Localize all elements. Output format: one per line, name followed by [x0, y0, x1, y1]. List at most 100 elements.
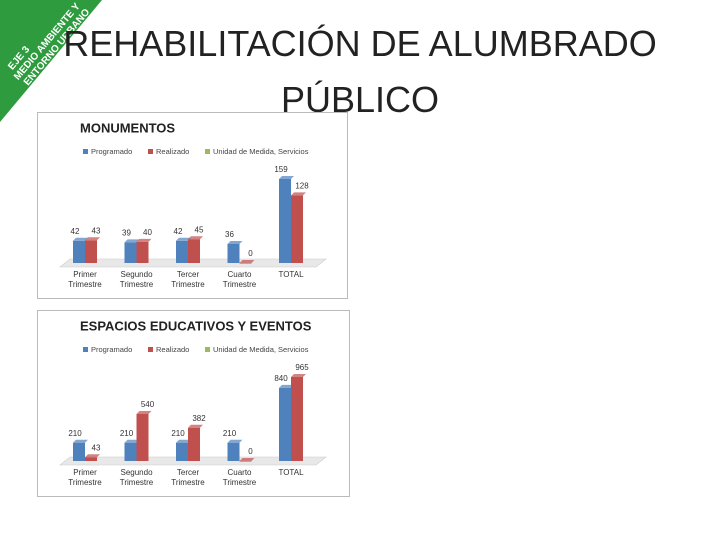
bar — [279, 384, 294, 461]
data-label: 39 — [122, 229, 131, 238]
x-tick-label: Primer Trimestre — [68, 270, 102, 289]
bar-top — [291, 192, 306, 196]
bar-top — [291, 374, 306, 377]
data-label: 382 — [192, 414, 206, 423]
bar-top — [239, 260, 255, 263]
bar-face — [176, 240, 188, 263]
bar-face — [227, 243, 240, 263]
bar — [279, 176, 294, 263]
bar-top — [73, 439, 88, 443]
legend-swatch — [83, 149, 88, 154]
data-label: 210 — [223, 429, 237, 438]
data-label: 0 — [248, 447, 253, 456]
bar-face — [136, 413, 149, 461]
bar — [227, 240, 243, 263]
legend-swatch — [148, 347, 153, 352]
bar-top — [73, 237, 88, 241]
chart-title: ESPACIOS EDUCATIVOS Y EVENTOS — [80, 318, 312, 333]
chart-title: MONUMENTOS — [80, 120, 175, 135]
legend-label: Realizado — [156, 345, 189, 354]
bar-top — [239, 458, 255, 461]
bar — [188, 236, 203, 263]
bar-face — [124, 242, 137, 263]
bar — [136, 410, 152, 461]
bar-face — [73, 442, 85, 461]
bar — [291, 374, 306, 461]
data-label: 210 — [120, 429, 134, 438]
data-label: 42 — [71, 227, 80, 236]
bar — [188, 424, 203, 461]
bar-top — [188, 236, 203, 240]
legend-label: Unidad de Medida, Servicios — [213, 147, 309, 156]
bar — [85, 454, 100, 461]
bar-top — [176, 439, 191, 443]
bar-top — [85, 454, 100, 458]
bar-face — [188, 427, 200, 461]
bar-face — [279, 179, 291, 263]
legend-label: Programado — [91, 147, 132, 156]
bar — [291, 192, 306, 263]
legend-swatch — [148, 149, 153, 154]
x-tick-label: Segundo Trimestre — [119, 468, 154, 487]
x-tick-label: Cuarto Trimestre — [222, 468, 257, 487]
bar-face — [291, 377, 303, 461]
data-label: 40 — [143, 228, 152, 237]
data-label: 45 — [195, 225, 204, 234]
bar-top — [136, 410, 152, 414]
bar — [239, 458, 255, 462]
legend-label: Unidad de Medida, Servicios — [213, 345, 309, 354]
data-label: 965 — [295, 363, 309, 372]
legend-label: Realizado — [156, 147, 189, 156]
bar-face — [85, 457, 97, 461]
x-tick-label: Tercer Trimestre — [171, 270, 205, 289]
bar-top — [279, 176, 294, 179]
legend-swatch — [205, 149, 210, 154]
data-label: 43 — [92, 226, 101, 235]
bar-top — [124, 239, 140, 243]
bar — [176, 237, 191, 263]
bar — [124, 239, 140, 263]
bar-top — [136, 238, 152, 242]
data-label: 210 — [171, 429, 185, 438]
bar — [176, 439, 191, 461]
chart-svg: MONUMENTOS Programado Realizado Unidad de M… — [59, 120, 327, 268]
data-label: 43 — [92, 443, 101, 452]
chart: MONUMENTOS Programado Realizado Unidad de M… — [37, 112, 348, 299]
bar — [136, 238, 152, 263]
data-label: 42 — [174, 227, 183, 236]
slide-title: REHABILITACIÓN DE ALUMBRADO PÚBLICO — [63, 23, 657, 120]
bar-face — [85, 240, 97, 263]
bar-top — [227, 439, 243, 443]
data-label: 540 — [141, 400, 155, 409]
x-tick-label: TOTAL — [278, 270, 304, 279]
bar-top — [279, 384, 294, 388]
bar-top — [176, 237, 191, 241]
legend-label: Programado — [91, 345, 132, 354]
bar-face — [124, 442, 137, 461]
bar — [73, 237, 88, 263]
bar-face — [291, 195, 303, 263]
banner-shape — [0, 0, 102, 122]
data-label: 0 — [248, 249, 253, 258]
x-tick-label: Segundo Trimestre — [119, 270, 154, 289]
banner: EJE 3 MEDIO AMBIENTE Y ENTORNO URBANO — [0, 0, 102, 122]
chart: ESPACIOS EDUCATIVOS Y EVENTOS Programado R… — [37, 310, 350, 497]
bar — [239, 260, 255, 264]
bar — [227, 439, 243, 461]
bar-top — [227, 240, 243, 244]
bar-face — [176, 442, 188, 461]
legend-swatch — [205, 347, 210, 352]
bar-face — [188, 239, 200, 263]
bar — [85, 237, 100, 263]
x-tick-label: TOTAL — [278, 468, 304, 477]
bar — [124, 439, 140, 461]
data-label: 36 — [225, 230, 234, 239]
data-label: 159 — [274, 165, 288, 174]
bar-top — [188, 424, 203, 428]
bar-face — [136, 241, 149, 263]
data-label: 210 — [68, 429, 82, 438]
data-label: 128 — [295, 181, 309, 190]
bar-face — [239, 461, 252, 462]
bar-top — [85, 237, 100, 241]
bar-face — [73, 240, 85, 263]
